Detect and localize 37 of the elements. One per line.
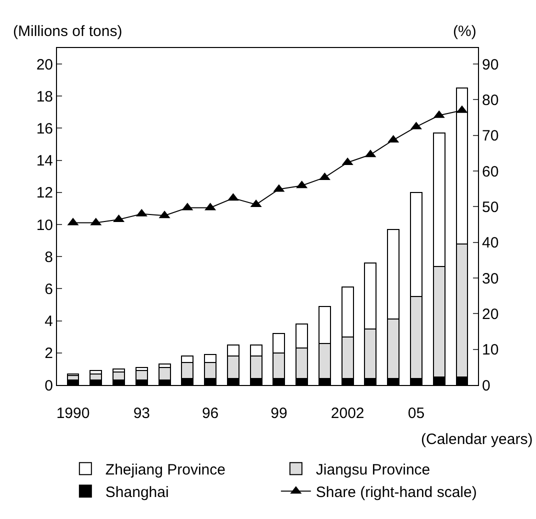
y2-tick-label: 0 bbox=[482, 377, 490, 394]
y-tick-label: 4 bbox=[44, 313, 53, 330]
bar bbox=[158, 366, 171, 381]
y-tick-label: 16 bbox=[36, 120, 53, 138]
bar bbox=[112, 372, 125, 381]
y-axis-title: (Millions of tons) bbox=[13, 23, 122, 40]
bar bbox=[135, 370, 148, 381]
x-tick-label: 99 bbox=[270, 405, 288, 422]
y2-tick-label: 90 bbox=[482, 56, 499, 74]
x-tick-label: 1990 bbox=[56, 405, 90, 422]
y-tick-label: 18 bbox=[36, 88, 53, 106]
legend-label: Jiangsu Province bbox=[316, 462, 430, 478]
y2-tick-label: 60 bbox=[482, 163, 499, 180]
y2-axis-title: (%) bbox=[453, 23, 476, 40]
y-tick-label: 6 bbox=[44, 280, 53, 298]
y2-tick-label: 10 bbox=[482, 342, 499, 359]
legend-label: Zhejiang Province bbox=[105, 462, 226, 478]
y2-tick-label: 40 bbox=[482, 234, 499, 252]
y2-tick-label: 70 bbox=[482, 128, 499, 145]
y-tick-label: 14 bbox=[36, 152, 53, 170]
legend-label: Shanghai bbox=[105, 484, 169, 501]
y-tick-label: 20 bbox=[36, 56, 53, 74]
y-tick-label: 0 bbox=[44, 377, 53, 394]
y-tick-label: 10 bbox=[36, 216, 53, 234]
legend-label: Share (right-hand scale) bbox=[316, 484, 477, 501]
y2-tick-label: 50 bbox=[482, 198, 499, 216]
x-tick-label: 05 bbox=[408, 405, 425, 422]
x-tick-label: 93 bbox=[133, 405, 150, 422]
y-tick-label: 2 bbox=[44, 345, 53, 362]
y-tick-label: 8 bbox=[44, 248, 53, 266]
y2-tick-label: 30 bbox=[482, 270, 499, 288]
y2-tick-label: 20 bbox=[482, 306, 499, 323]
x-axis-title: (Calendar years) bbox=[421, 431, 533, 448]
y2-tick-label: 80 bbox=[482, 92, 499, 109]
y-tick-label: 12 bbox=[36, 184, 53, 202]
x-tick-label: 2002 bbox=[330, 405, 364, 422]
x-tick-label: 96 bbox=[202, 405, 219, 422]
